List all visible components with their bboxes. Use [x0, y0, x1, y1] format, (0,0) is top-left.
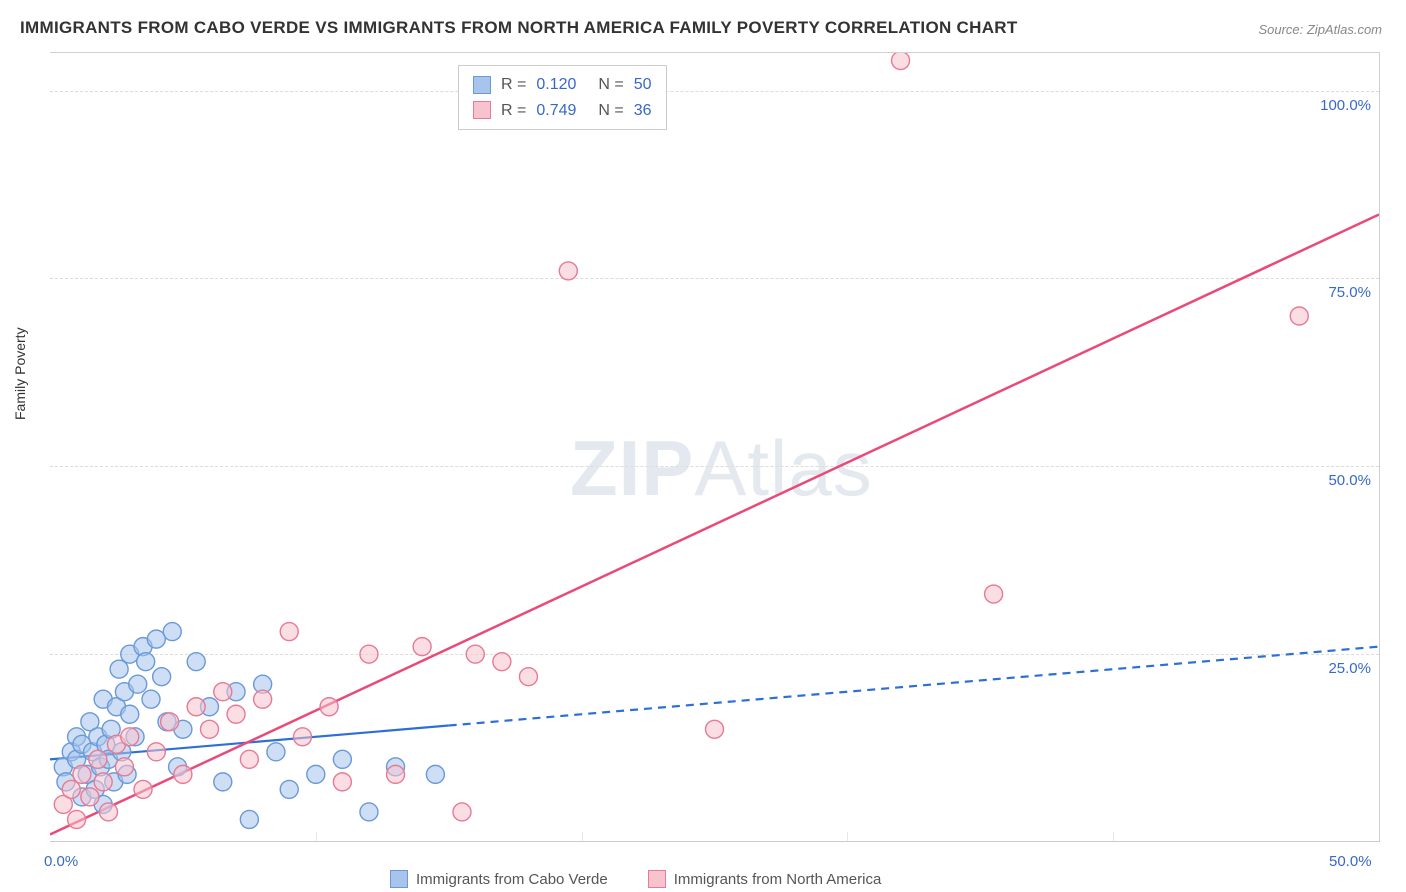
n-label: N =	[598, 98, 623, 124]
swatch-series-0	[390, 870, 408, 888]
legend-item-1: Immigrants from North America	[648, 870, 882, 888]
watermark-bold: ZIP	[570, 424, 694, 512]
correlation-legend: R = 0.120 N = 50 R = 0.749 N = 36	[458, 65, 667, 130]
r-value-0: 0.120	[536, 72, 576, 98]
r-legend-row-1: R = 0.749 N = 36	[473, 98, 652, 124]
chart-title: IMMIGRANTS FROM CABO VERDE VS IMMIGRANTS…	[20, 18, 1018, 38]
n-value-1: 36	[634, 98, 652, 124]
legend-item-0: Immigrants from Cabo Verde	[390, 870, 608, 888]
swatch-series-1	[473, 101, 491, 119]
n-value-0: 50	[634, 72, 652, 98]
scatter-svg	[50, 53, 1379, 842]
r-label: R =	[501, 72, 526, 98]
watermark: ZIPAtlas	[570, 423, 873, 514]
source-label: Source: ZipAtlas.com	[1258, 22, 1382, 37]
r-value-1: 0.749	[536, 98, 576, 124]
series-legend: Immigrants from Cabo Verde Immigrants fr…	[390, 870, 881, 888]
swatch-series-1	[648, 870, 666, 888]
y-axis-label: Family Poverty	[12, 327, 28, 420]
r-legend-row-0: R = 0.120 N = 50	[473, 72, 652, 98]
chart-area: ZIPAtlas 25.0%50.0%75.0%100.0%0.0%50.0% …	[50, 52, 1380, 842]
watermark-light: Atlas	[694, 424, 872, 512]
n-label: N =	[598, 72, 623, 98]
r-label: R =	[501, 98, 526, 124]
x-axis	[50, 841, 1379, 842]
legend-label-0: Immigrants from Cabo Verde	[416, 871, 608, 888]
legend-label-1: Immigrants from North America	[674, 871, 882, 888]
swatch-series-0	[473, 76, 491, 94]
